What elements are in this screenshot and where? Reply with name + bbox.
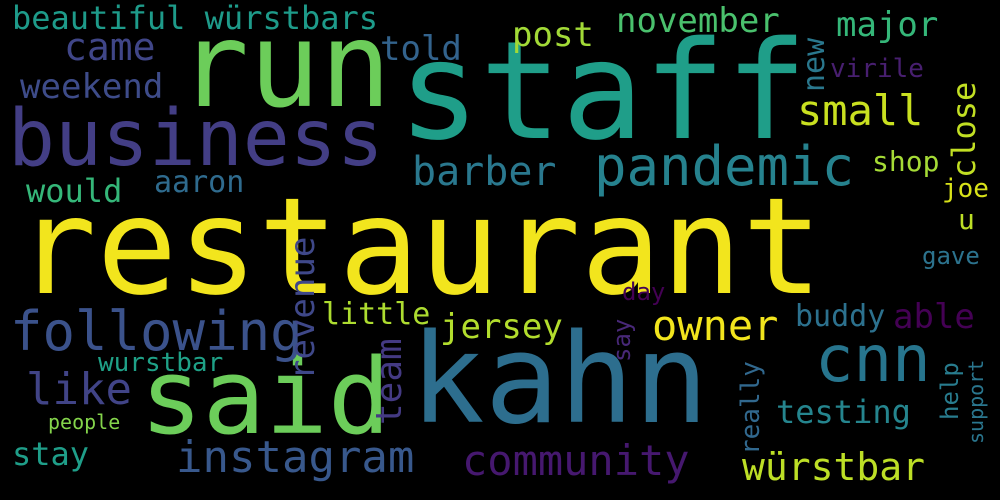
word-said: said — [140, 336, 391, 458]
word-stay: stay — [12, 435, 90, 473]
word-joe: joe — [942, 174, 989, 204]
word-gave: gave — [922, 242, 980, 270]
word-wurstbar: wurstbar — [98, 348, 224, 378]
word-owner: owner — [652, 301, 779, 350]
word-post: post — [512, 15, 594, 55]
word-say: say — [608, 318, 636, 362]
word-small: small — [797, 86, 924, 135]
word-told: told — [380, 29, 462, 69]
word-weekend: weekend — [20, 67, 164, 107]
word-little: little — [322, 297, 431, 332]
word-barber: barber — [412, 149, 557, 195]
word-run: run — [178, 0, 392, 134]
word-new: new — [797, 37, 832, 92]
word-virile: virile — [830, 54, 924, 84]
word-business: business — [8, 94, 384, 184]
word-support: support — [964, 359, 988, 444]
word-following: following — [10, 300, 303, 363]
word-wurstbar-umlaut: würstbar — [742, 445, 926, 489]
word-day: day — [622, 278, 666, 306]
word-like: like — [26, 364, 132, 415]
word-close: close — [945, 81, 983, 178]
word-would: would — [26, 172, 123, 210]
word-help: help — [936, 362, 964, 420]
word-cnn: cnn — [815, 323, 931, 397]
word-staff: staff — [398, 13, 808, 171]
word-able: able — [893, 297, 975, 337]
word-shop: shop — [872, 145, 940, 178]
word-u: u — [958, 203, 975, 236]
word-instagram: instagram — [176, 432, 415, 483]
word-really: really — [736, 361, 766, 455]
word-pandemic: pandemic — [594, 135, 855, 198]
word-came: came — [64, 25, 156, 69]
word-beautiful-wurstbars: beautiful würstbars — [12, 0, 379, 37]
word-aaron: aaron — [154, 165, 245, 200]
word-people: people — [48, 410, 121, 434]
word-restaurant: restaurant — [16, 169, 823, 325]
word-community: community — [462, 436, 690, 485]
word-team: team — [369, 338, 410, 425]
word-kahn: kahn — [410, 308, 709, 452]
word-revenue: revenue — [283, 236, 323, 380]
word-buddy: buddy — [795, 299, 886, 334]
word-november: november — [616, 1, 780, 41]
word-testing: testing — [776, 393, 911, 431]
word-jersey: jersey — [440, 307, 563, 347]
word-major: major — [836, 5, 939, 45]
